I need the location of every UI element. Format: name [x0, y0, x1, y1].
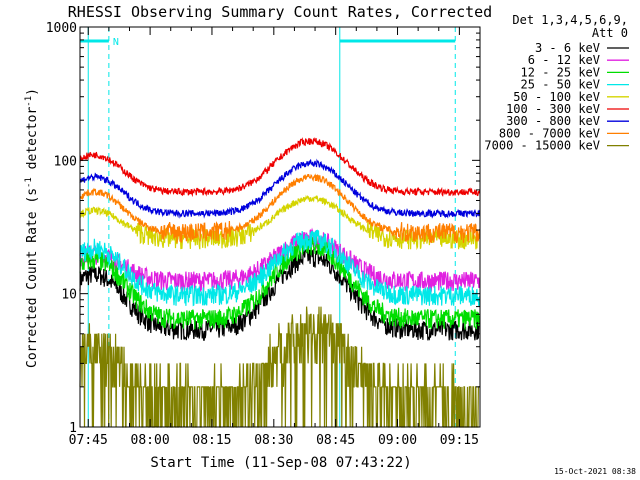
- legend-label-7: 300 - 800 keV: [506, 114, 600, 128]
- series-line-2: [79, 227, 481, 292]
- series-line-3: [79, 236, 481, 330]
- legend-label-4: 25 - 50 keV: [521, 78, 600, 92]
- plot-frame: [79, 26, 481, 428]
- legend-label-9: 7000 - 15000 keV: [484, 139, 600, 153]
- legend-label-2: 6 - 12 keV: [528, 53, 600, 67]
- series-layer: [79, 137, 481, 428]
- legend-label-6: 100 - 300 keV: [506, 102, 600, 116]
- plot-area: N: [80, 27, 456, 427]
- x-tick-label: 07:45: [69, 433, 108, 448]
- legend-label-5: 50 - 100 keV: [513, 90, 600, 104]
- series-line-9: [79, 306, 480, 428]
- series-line-8: [79, 173, 481, 244]
- series-line-4: [79, 229, 481, 307]
- chart-title: RHESSI Observing Summary Count Rates, Co…: [68, 3, 492, 21]
- y-tick-label: 10: [61, 288, 77, 303]
- y-axis-label: Corrected Count Rate (s-1 detector-1): [24, 88, 40, 368]
- x-tick-label: 09:00: [378, 433, 417, 448]
- legend-title-detectors: Det 1,3,4,5,6,9,: [512, 13, 628, 27]
- x-tick-label: 08:00: [131, 433, 170, 448]
- series-line-6: [79, 137, 481, 198]
- series-line-7: [79, 158, 481, 219]
- legend-label-1: 3 - 6 keV: [535, 41, 600, 55]
- x-tick-label: 09:15: [440, 433, 479, 448]
- footer-date: 15-Oct-2021 08:38: [554, 467, 636, 476]
- x-tick-label: 08:30: [254, 433, 293, 448]
- saa-n-label: N: [113, 37, 119, 48]
- x-tick-label: 08:15: [192, 433, 231, 448]
- x-axis-label: Start Time (11-Sep-08 07:43:22): [150, 455, 411, 471]
- y-tick-label: 100: [54, 154, 77, 169]
- legend-title-attenuator: Att 0: [592, 26, 628, 40]
- legend-label-3: 12 - 25 keV: [521, 65, 600, 79]
- y-tick-label: 1000: [46, 21, 77, 36]
- x-tick-label: 08:45: [316, 433, 355, 448]
- axes-layer: 1 10 100 1000 07:45 08:00 08:15 08:30 08:45 09:00…: [46, 21, 481, 448]
- legend-label-8: 800 - 7000 keV: [499, 126, 600, 140]
- y-tick-label: 1: [69, 421, 77, 436]
